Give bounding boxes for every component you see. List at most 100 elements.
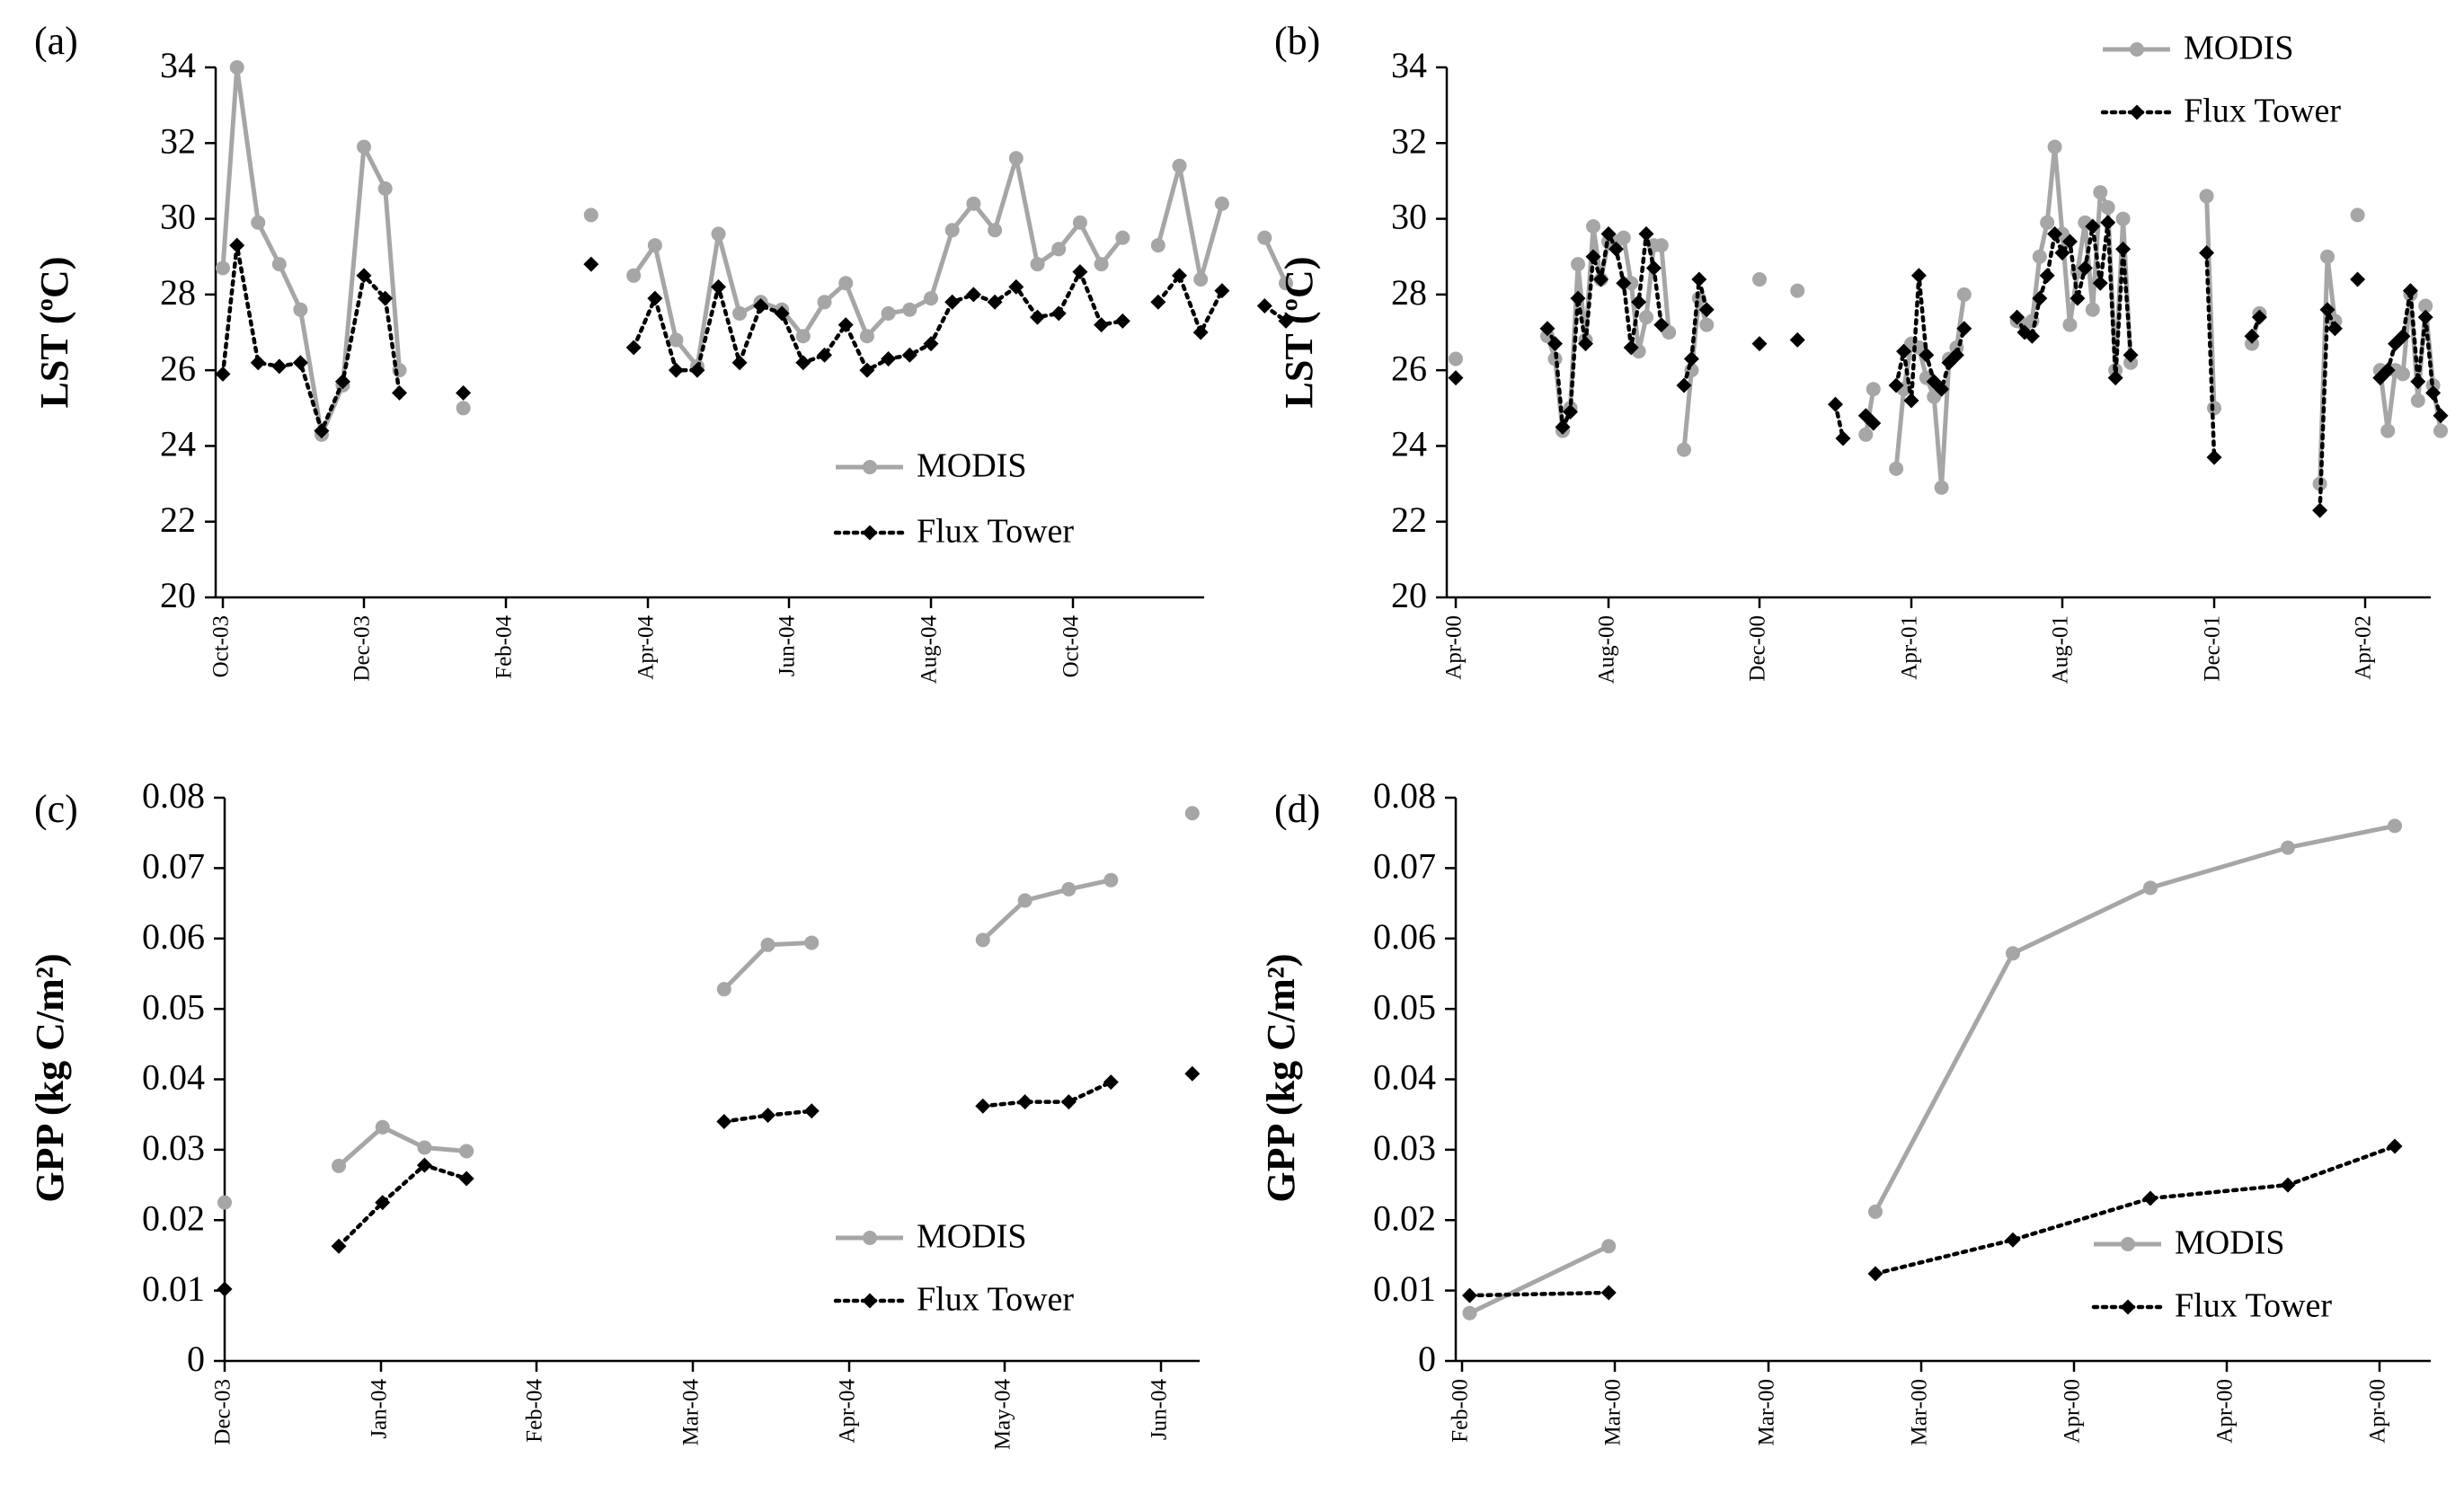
- data-point-flux-tower: [1547, 336, 1563, 352]
- x-tick-label: Feb-04: [523, 1379, 547, 1443]
- data-point-flux-tower: [2047, 225, 2063, 242]
- x-tick-label: Jan-04: [368, 1379, 392, 1439]
- data-point-flux-tower: [923, 336, 939, 352]
- data-point-flux-tower: [1828, 396, 1843, 412]
- x-tick-label: Mar-00: [1755, 1379, 1779, 1445]
- data-point-modis: [1449, 351, 1463, 367]
- data-point-modis: [1214, 196, 1229, 211]
- data-point-modis: [2199, 189, 2214, 204]
- data-point-modis: [732, 305, 748, 321]
- y-tick-label: 0.05: [1373, 986, 1436, 1027]
- data-point-modis: [1699, 317, 1715, 332]
- data-point-flux-tower: [1256, 298, 1272, 314]
- data-point-flux-tower: [647, 290, 663, 306]
- data-point-modis: [902, 302, 917, 317]
- data-point-flux-tower: [1691, 271, 1707, 287]
- data-point-modis: [804, 935, 820, 950]
- data-point-modis: [2047, 139, 2062, 155]
- data-point-flux-tower: [1030, 309, 1045, 325]
- y-tick-label: 24: [1391, 424, 1427, 464]
- data-point-flux-tower: [2206, 449, 2222, 465]
- y-tick-label: 34: [160, 45, 196, 85]
- data-point-flux-tower: [1867, 1266, 1883, 1282]
- data-point-modis: [1571, 257, 1585, 272]
- data-point-flux-tower: [1600, 1285, 1617, 1301]
- legend-marker-flux-tower: [862, 525, 878, 541]
- data-point-flux-tower: [331, 1238, 347, 1254]
- data-point-flux-tower: [1698, 302, 1715, 318]
- data-point-modis: [375, 1119, 390, 1135]
- data-point-flux-tower: [1903, 393, 1919, 409]
- legend-marker-modis: [2130, 42, 2144, 57]
- data-point-flux-tower: [2395, 328, 2411, 344]
- y-axis-title: LST (ºC): [1277, 257, 1321, 409]
- data-point-flux-tower: [901, 347, 917, 363]
- data-point-modis: [988, 223, 1003, 238]
- data-point-flux-tower: [1751, 336, 1768, 352]
- x-tick-label: Aug-01: [2049, 615, 2073, 684]
- data-point-modis: [2062, 317, 2078, 332]
- data-point-flux-tower: [731, 355, 748, 371]
- data-point-flux-tower: [2251, 309, 2267, 325]
- data-point-flux-tower: [250, 355, 266, 371]
- y-tick-label: 22: [160, 499, 196, 540]
- data-point-flux-tower: [1017, 1094, 1033, 1110]
- data-point-modis: [1279, 276, 1293, 291]
- x-tick-label: Apr-00: [2366, 1379, 2390, 1444]
- data-point-flux-tower: [2092, 275, 2108, 291]
- x-tick-label: Mar-04: [679, 1379, 704, 1446]
- data-point-modis: [647, 238, 662, 253]
- data-point-flux-tower: [1623, 340, 1639, 356]
- data-point-modis: [251, 215, 266, 230]
- data-point-flux-tower: [377, 290, 394, 306]
- data-point-modis: [1008, 151, 1024, 166]
- series-line-flux-tower: [1467, 1290, 1611, 1298]
- data-point-flux-tower: [334, 374, 350, 390]
- data-point-flux-tower: [1072, 264, 1088, 280]
- data-point-flux-tower: [1600, 225, 1617, 242]
- data-point-modis: [2396, 367, 2410, 382]
- y-axis-title: GPP (kg C/m²): [1259, 953, 1303, 1202]
- data-point-modis: [966, 196, 981, 211]
- data-point-flux-tower: [1616, 275, 1632, 291]
- data-point-flux-tower: [271, 358, 288, 375]
- data-point-flux-tower: [1214, 283, 1230, 299]
- x-tick-label: Apr-00: [2213, 1379, 2238, 1444]
- data-point-flux-tower: [1789, 331, 1805, 348]
- data-point-flux-tower: [795, 355, 811, 371]
- data-point-flux-tower: [1539, 321, 1556, 337]
- data-point-flux-tower: [760, 1107, 776, 1123]
- data-point-flux-tower: [2417, 309, 2433, 325]
- data-point-flux-tower: [1631, 294, 1647, 310]
- data-point-flux-tower: [217, 1281, 233, 1297]
- data-point-flux-tower: [1008, 278, 1024, 295]
- series-flux-tower: [215, 237, 1294, 439]
- legend-label-flux-tower: Flux Tower: [2175, 1287, 2332, 1325]
- y-tick-label: 0.04: [142, 1057, 205, 1098]
- data-point-modis: [1858, 427, 1874, 442]
- data-point-modis: [2032, 249, 2047, 264]
- x-tick-label: Oct-03: [209, 615, 234, 677]
- y-tick-label: 20: [160, 575, 196, 615]
- chart-panel-b: 20 22 24 26 28 30 32 34 Apr-00 Aug-00 Dec-00 Apr-01…: [1274, 19, 2449, 684]
- data-point-modis: [626, 268, 642, 283]
- series-line-modis: [337, 1125, 467, 1168]
- panel-label: (c): [34, 787, 78, 831]
- data-point-modis: [1868, 1204, 1883, 1219]
- data-point-flux-tower: [2327, 321, 2343, 337]
- x-tick-label: Dec-03: [350, 615, 375, 682]
- series-line-flux-tower: [2318, 308, 2337, 513]
- chart-panel-c: 0 0.01 0.02 0.03 0.04 0.05 0.06 0.07 0.08 Dec-03 J…: [28, 775, 1201, 1450]
- data-point-flux-tower: [838, 317, 854, 333]
- x-tick-label: Dec-01: [2201, 615, 2225, 682]
- x-tick-label: Dec-00: [1746, 615, 1770, 682]
- data-point-modis: [1193, 272, 1209, 287]
- y-tick-label: 26: [160, 348, 196, 388]
- data-point-flux-tower: [1866, 415, 1882, 431]
- data-point-flux-tower: [2085, 218, 2101, 234]
- data-point-flux-tower: [1278, 313, 1294, 329]
- legend: MODIS Flux Tower: [833, 1218, 1074, 1319]
- series-line-flux-tower: [631, 267, 1125, 374]
- legend: MODIS Flux Tower: [2100, 30, 2341, 130]
- data-point-modis: [1586, 219, 1600, 234]
